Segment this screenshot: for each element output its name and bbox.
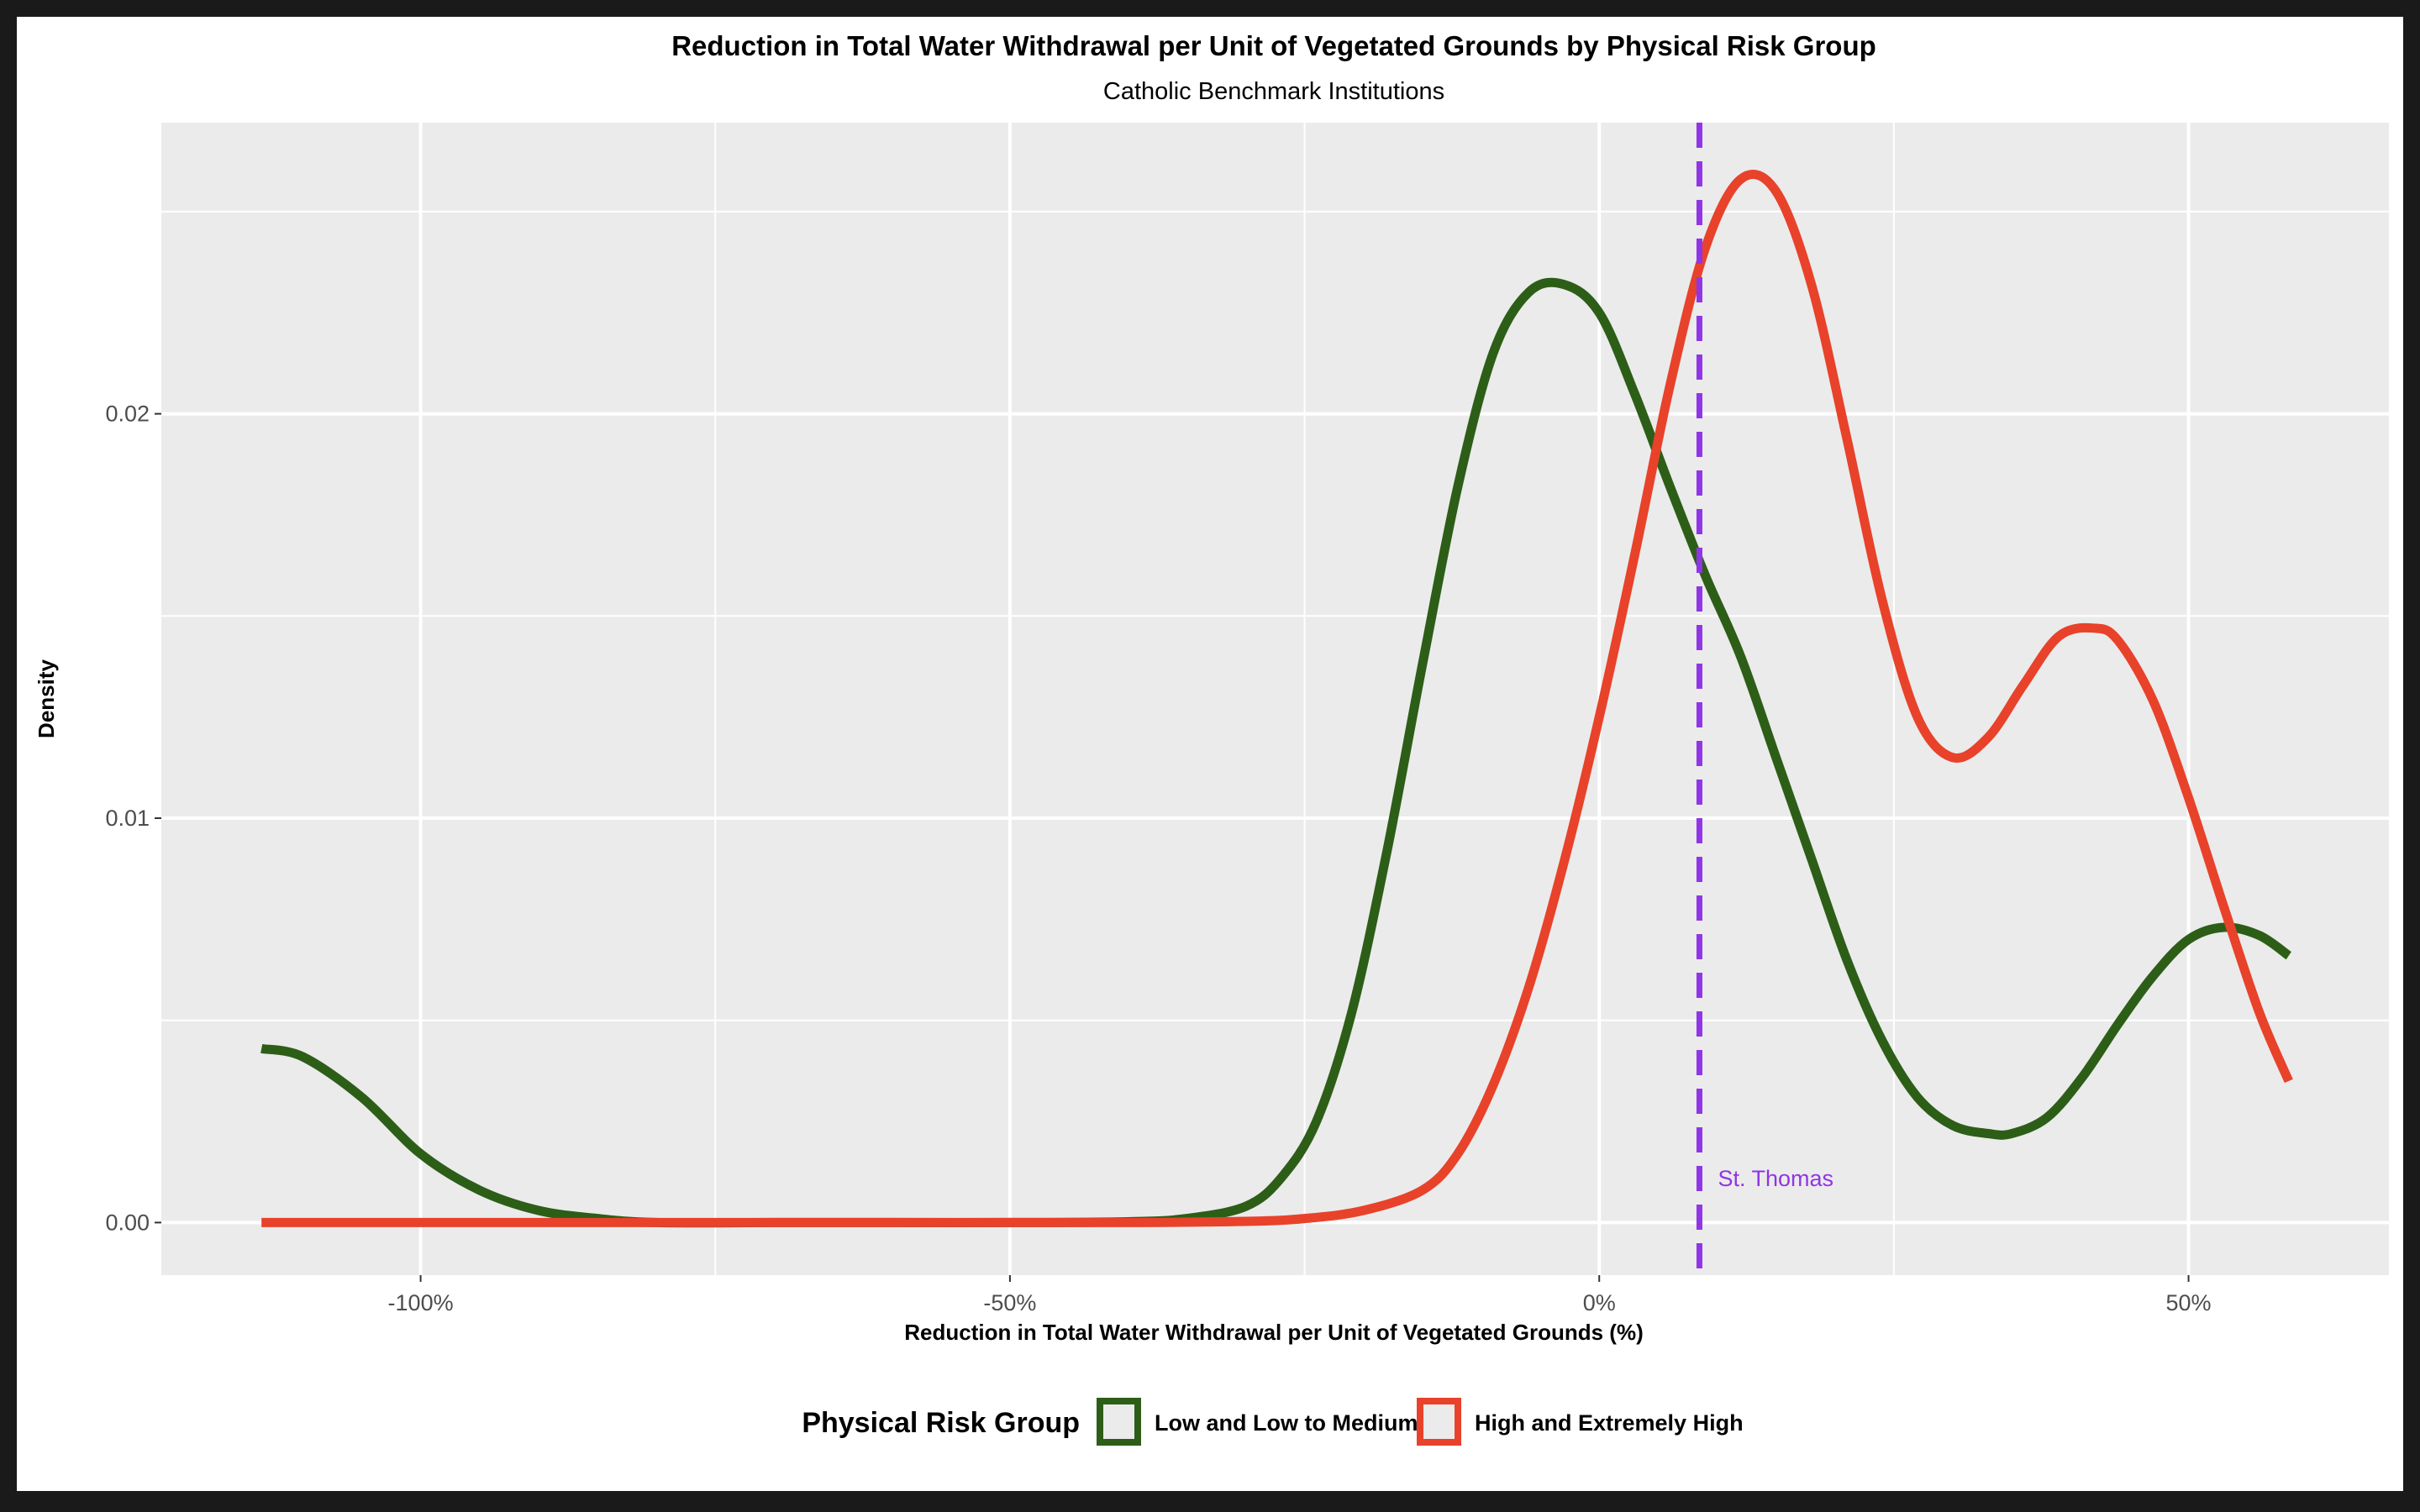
x-tick-label: 0% — [1583, 1290, 1616, 1315]
minor-gridlines — [161, 123, 2389, 1275]
legend: Physical Risk Group Low and Low to Mediu… — [802, 1398, 1744, 1446]
x-tick-label: -100% — [388, 1290, 454, 1315]
density-curves — [260, 170, 2293, 1228]
x-axis-title: Reduction in Total Water Withdrawal per … — [904, 1320, 1643, 1345]
y-axis-title: Density — [34, 659, 59, 738]
y-tick-label: 0.01 — [105, 806, 150, 831]
legend-key-low — [1097, 1398, 1141, 1446]
legend-title: Physical Risk Group — [802, 1407, 1080, 1439]
chart-title: Reduction in Total Water Withdrawal per … — [671, 30, 1876, 61]
density-curve-high — [261, 170, 2293, 1228]
legend-key-high — [1417, 1398, 1461, 1446]
chart-figure: Reduction in Total Water Withdrawal per … — [17, 17, 2403, 1491]
y-axis: 0.00 0.01 0.02 — [105, 402, 161, 1235]
x-axis: -100% -50% 0% 50% — [388, 1275, 2212, 1315]
y-tick-label: 0.00 — [105, 1210, 150, 1235]
x-tick-label: -50% — [983, 1290, 1036, 1315]
chart-subtitle: Catholic Benchmark Institutions — [1103, 78, 1444, 105]
legend-label-high: High and Extremely High — [1475, 1410, 1744, 1436]
reference-label: St. Thomas — [1718, 1166, 1833, 1191]
plot-panel — [161, 123, 2389, 1275]
y-tick-label: 0.02 — [105, 402, 150, 427]
x-tick-label: 50% — [2166, 1290, 2212, 1315]
density-chart: Reduction in Total Water Withdrawal per … — [34, 30, 2389, 1446]
legend-label-low: Low and Low to Medium — [1155, 1410, 1418, 1436]
